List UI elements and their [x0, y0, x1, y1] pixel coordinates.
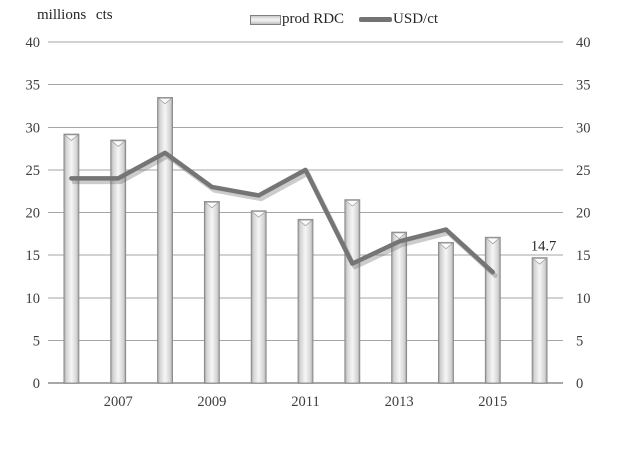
- y-tick-label-right: 15: [576, 248, 591, 264]
- line-series-swatch-icon: [359, 17, 393, 22]
- y-tick-label-left: 5: [33, 333, 40, 349]
- y-tick-label-left: 10: [26, 291, 41, 307]
- legend-label-prod-rdc: prod RDC: [281, 11, 345, 27]
- x-tick-label: 2015: [478, 394, 507, 410]
- legend-label-usd-ct: USD/ct: [393, 11, 439, 27]
- bar: [344, 199, 361, 384]
- y-tick-label-left: 25: [26, 163, 41, 179]
- y-tick-label-left: 40: [26, 35, 41, 51]
- bar: [297, 218, 314, 384]
- bar-top-notch: [63, 134, 79, 142]
- x-tick-label: 2011: [291, 394, 319, 410]
- y-tick-label-left: 0: [33, 376, 40, 392]
- y-tick-label-right: 5: [576, 333, 583, 349]
- y-tick-label-left: 20: [26, 206, 41, 222]
- bar: [484, 236, 501, 384]
- bar-top-notch: [157, 97, 173, 105]
- y-tick-label-right: 0: [576, 376, 583, 392]
- x-tick-label: 2013: [385, 394, 414, 410]
- y-tick-label-right: 40: [576, 35, 591, 51]
- legend-item-usd-ct: USD/ct: [359, 11, 438, 28]
- axis-units-label: millions cts: [37, 7, 113, 23]
- bar-top-notch: [298, 219, 313, 227]
- y-tick-label-left: 15: [26, 248, 41, 264]
- bar: [250, 210, 267, 384]
- bar: [63, 133, 80, 384]
- bar-series-swatch-icon: [249, 14, 281, 25]
- bar-top-notch: [204, 201, 220, 209]
- y-tick-label-left: 30: [26, 120, 41, 136]
- bar: [438, 241, 454, 384]
- bar: [110, 139, 127, 384]
- bar-value-label: 14.7: [531, 239, 556, 255]
- x-tick-label: 2007: [104, 394, 133, 410]
- bar: [203, 201, 220, 384]
- legend: prod RDC USD/ct: [70, 11, 618, 28]
- usd-line-shadow: [71, 154, 498, 278]
- y-tick-label-right: 25: [576, 163, 591, 179]
- bar: [391, 231, 408, 384]
- y-tick-label-right: 10: [576, 291, 591, 307]
- bar-top-notch: [251, 211, 267, 218]
- bar-top-notch: [485, 237, 501, 245]
- y-tick-label-right: 30: [576, 120, 591, 136]
- legend-item-prod-rdc: prod RDC: [249, 11, 345, 28]
- bar-top-notch: [532, 258, 548, 265]
- y-tick-label-right: 35: [576, 78, 591, 94]
- bar-top-notch: [344, 200, 360, 207]
- y-tick-label-left: 35: [26, 78, 41, 94]
- x-tick-label: 2009: [197, 394, 226, 410]
- bar: [531, 257, 548, 384]
- bar-top-notch: [438, 242, 454, 250]
- bar-top-notch: [391, 232, 407, 240]
- bar-top-notch: [110, 140, 126, 148]
- usd-line: [69, 150, 496, 275]
- y-tick-label-right: 20: [576, 206, 591, 222]
- bar: [157, 97, 173, 384]
